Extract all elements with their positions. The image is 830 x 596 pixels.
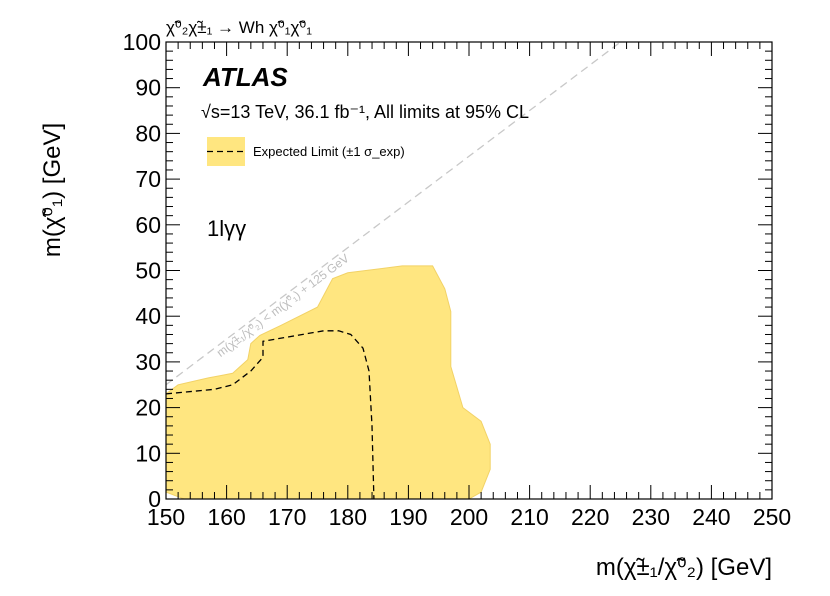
y-tick-label: 30 (135, 349, 161, 375)
axes-layer (165, 41, 773, 500)
x-tick-label: 240 (692, 504, 730, 530)
x-tick-label: 190 (389, 504, 427, 530)
y-tick-label: 50 (135, 258, 161, 284)
kinematic-layer (166, 42, 621, 386)
legend-label: Expected Limit (±1 σ_exp) (253, 144, 405, 159)
x-tick-label: 250 (753, 504, 791, 530)
x-tick-label: 160 (207, 504, 245, 530)
x-tick-label: 210 (510, 504, 548, 530)
region-label: 1lγγ (207, 216, 246, 241)
x-tick-label: 180 (329, 504, 367, 530)
x-tick-label: 150 (147, 504, 185, 530)
legend: Expected Limit (±1 σ_exp) (207, 137, 405, 166)
x-tick-label: 220 (571, 504, 609, 530)
expected-band-1sigma (166, 265, 491, 499)
y-tick-label: 10 (135, 440, 161, 466)
process-label: χ̃⁰₂χ̃±₁ → Wh χ̃⁰₁χ̃⁰₁ (166, 18, 312, 37)
x-tick-label: 230 (632, 504, 670, 530)
y-tick-label: 100 (123, 29, 161, 55)
x-axis-title: m(χ̃±₁/χ̃⁰₂) [GeV] (596, 554, 772, 581)
y-tick-label: 40 (135, 303, 161, 329)
y-tick-label: 60 (135, 212, 161, 238)
y-tick-label: 70 (135, 166, 161, 192)
y-tick-label: 0 (148, 486, 161, 512)
expected-limit-line (166, 330, 375, 499)
kinematic-limit-line (166, 42, 621, 386)
series-layer (166, 265, 491, 499)
x-tick-label: 170 (268, 504, 306, 530)
x-tick-labels: 150 160 170 180 190 200 210 220 230 240 250 (147, 504, 791, 530)
y-tick-label: 20 (135, 395, 161, 421)
x-tick-label: 200 (450, 504, 488, 530)
y-axis-title: m(χ̃⁰₁) [GeV] (39, 123, 66, 257)
y-tick-label: 80 (135, 120, 161, 146)
experiment-label: ATLAS (202, 62, 288, 92)
y-tick-label: 90 (135, 75, 161, 101)
y-tick-labels: 0 10 20 30 40 50 60 70 80 90 100 (123, 29, 161, 512)
info-text: √s=13 TeV, 36.1 fb⁻¹, All limits at 95% … (201, 102, 529, 122)
